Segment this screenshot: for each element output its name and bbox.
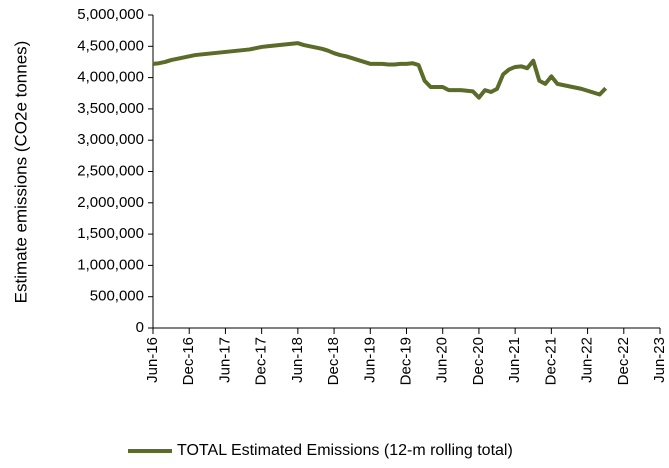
x-tick-label: Jun-19	[361, 337, 378, 383]
x-tick-label: Dec-17	[253, 337, 270, 385]
y-tick-label: 4,500,000	[77, 37, 144, 54]
x-tick-label: Jun-21	[506, 337, 523, 383]
x-tick-label: Dec-21	[542, 337, 559, 385]
x-tick-label: Dec-18	[325, 337, 342, 385]
x-tick-label: Dec-16	[180, 337, 197, 385]
x-tick-label: Jun-17	[216, 337, 233, 383]
series-line	[152, 41, 608, 100]
x-tick-label: Dec-19	[397, 337, 414, 385]
y-tick-label: 2,000,000	[77, 194, 144, 211]
y-tick-label: 3,500,000	[77, 100, 144, 117]
y-tick-label: 1,500,000	[77, 225, 144, 242]
y-axis-label: Estimate emissions (CO2e tonnes)	[11, 41, 30, 304]
x-tick-label: Jun-18	[289, 337, 306, 383]
x-tick-label: Dec-22	[615, 337, 632, 385]
x-tick-label: Jun-22	[579, 337, 596, 383]
x-tick-label: Jun-16	[144, 337, 161, 383]
y-tick-label: 2,500,000	[77, 162, 144, 179]
y-tick-label: 3,000,000	[77, 131, 144, 148]
y-tick-label: 4,000,000	[77, 69, 144, 86]
y-tick-label: 1,000,000	[77, 256, 144, 273]
legend-label: TOTAL Estimated Emissions (12-m rolling …	[177, 442, 513, 459]
x-tick-label: Dec-20	[470, 337, 487, 385]
y-tick-label: 0	[136, 319, 144, 336]
y-tick-label: 5,000,000	[77, 6, 144, 23]
x-tick-label: Jun-20	[434, 337, 451, 383]
y-tick-label: 500,000	[90, 288, 144, 305]
x-tick-label: Jun-23	[651, 337, 668, 383]
